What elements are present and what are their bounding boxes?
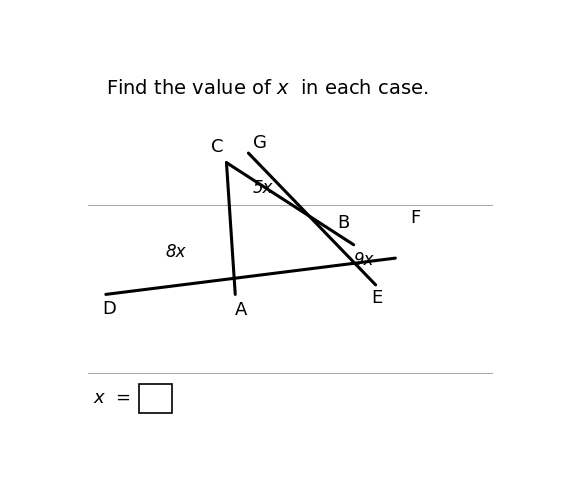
Text: Find the value of $x$  in each case.: Find the value of $x$ in each case.	[106, 78, 428, 98]
Text: 9x: 9x	[354, 251, 374, 269]
Text: C: C	[211, 138, 224, 156]
Text: 8x: 8x	[165, 243, 186, 261]
Text: 5x: 5x	[253, 179, 273, 197]
FancyBboxPatch shape	[139, 384, 171, 413]
Text: D: D	[102, 300, 116, 318]
Text: G: G	[253, 134, 267, 152]
Text: E: E	[371, 290, 383, 308]
Text: $x$  =: $x$ =	[93, 388, 130, 407]
Text: A: A	[235, 301, 247, 319]
Text: B: B	[337, 214, 350, 232]
Text: F: F	[411, 209, 421, 227]
